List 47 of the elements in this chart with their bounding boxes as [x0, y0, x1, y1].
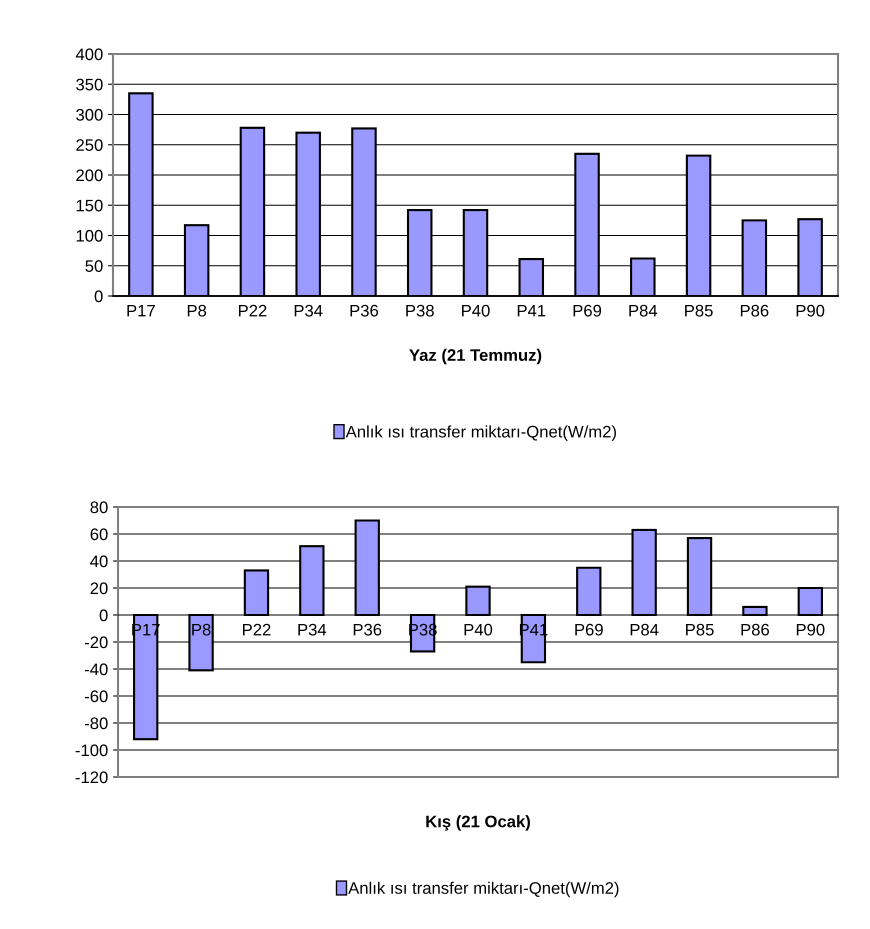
x-tick-label: P90: [796, 624, 824, 636]
x-tick-label: P40: [464, 624, 492, 636]
y-tick-label: 60: [90, 528, 108, 540]
legend-label: Anlık ısı transfer miktarı-Qnet(W/m2): [348, 882, 618, 898]
y-tick-label: -20: [84, 636, 108, 648]
y-tick-label: 20: [90, 582, 108, 594]
y-tick-label: -120: [76, 771, 108, 784]
x-tick-label: P85: [686, 624, 714, 636]
y-tick-label: 0: [100, 609, 108, 622]
x-tick-label: P86: [741, 624, 770, 636]
y-tick-label: 50: [85, 260, 103, 272]
x-tick-label: P69: [574, 304, 602, 317]
y-tick-label: -40: [84, 663, 108, 676]
x-tick-label: P22: [238, 304, 266, 316]
legend-label: Anlık ısı transfer miktarı-Qnet(W/m2): [346, 425, 616, 441]
y-tick-label: 250: [76, 139, 103, 151]
x-tick-label: P22: [243, 624, 270, 636]
x-tick-label: P69: [575, 624, 603, 636]
x-tick-label: P38: [406, 304, 434, 317]
y-tick-label: 0: [94, 290, 103, 302]
x-tick-label: P34: [294, 304, 323, 317]
x-tick-label: P8: [188, 304, 206, 317]
x-tick-label: P36: [350, 304, 378, 317]
y-tick-label: -60: [84, 690, 108, 702]
y-tick-label: -80: [84, 717, 108, 730]
x-tick-label: P84: [630, 624, 658, 636]
y-tick-label: 300: [76, 108, 103, 121]
x-axis-title: Kış (21 Ocak): [426, 815, 530, 831]
x-tick-label: P40: [462, 304, 490, 317]
y-tick-label: 40: [90, 555, 108, 568]
y-tick-label: 350: [76, 78, 103, 90]
x-tick-label: P17: [127, 304, 155, 316]
x-axis-title: Yaz (21 Temmuz): [409, 348, 542, 364]
x-tick-label: P34: [298, 624, 326, 636]
x-tick-label: P8: [192, 624, 211, 636]
y-tick-label: 200: [76, 169, 103, 182]
y-tick-label: 150: [76, 200, 103, 212]
x-tick-label: P84: [629, 304, 658, 317]
y-tick-label: 400: [76, 48, 103, 60]
y-tick-label: -100: [76, 744, 108, 756]
x-tick-label: P85: [685, 304, 713, 317]
x-tick-label: P41: [518, 304, 546, 316]
x-tick-label: P36: [354, 624, 382, 636]
x-tick-label: P90: [796, 304, 824, 317]
y-tick-label: 100: [76, 230, 103, 242]
x-tick-label: P86: [740, 304, 768, 317]
y-tick-label: 80: [90, 501, 108, 514]
